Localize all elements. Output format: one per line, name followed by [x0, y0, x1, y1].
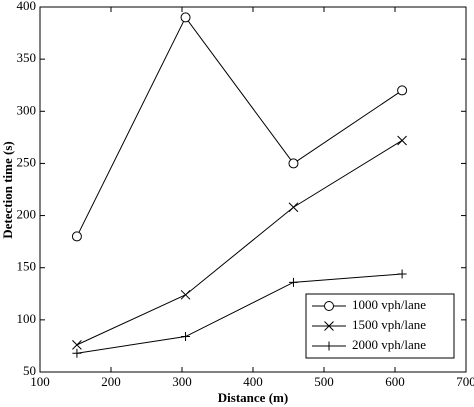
- marker: [288, 277, 298, 287]
- x-tick-label: 500: [314, 374, 334, 389]
- y-tick-label: 100: [17, 311, 37, 326]
- legend-label: 1500 vph/lane: [352, 317, 426, 332]
- x-axis-label: Distance (m): [218, 390, 288, 405]
- marker: [397, 135, 407, 146]
- marker: [72, 340, 82, 350]
- y-tick-label: 250: [17, 154, 37, 169]
- y-tick-label: 50: [23, 363, 36, 378]
- y-axis-label: Detection time (s): [0, 141, 15, 238]
- x-tick-label: 700: [456, 374, 474, 389]
- y-tick-label: 200: [17, 207, 37, 222]
- y-tick-label: 300: [17, 102, 37, 117]
- marker: [288, 202, 299, 213]
- marker: [71, 231, 82, 242]
- series-line: [76, 273, 403, 354]
- y-tick-label: 400: [17, 0, 37, 13]
- series-line: [76, 140, 403, 346]
- marker: [288, 158, 299, 169]
- marker: [397, 85, 408, 96]
- marker: [180, 289, 191, 300]
- legend-marker: [324, 301, 334, 311]
- x-tick-label: 200: [101, 374, 121, 389]
- legend-label: 2000 vph/lane: [352, 337, 426, 352]
- x-tick-label: 300: [172, 374, 192, 389]
- marker: [397, 269, 407, 279]
- series-line: [76, 16, 403, 237]
- y-tick-label: 350: [17, 50, 37, 65]
- legend-label: 1000 vph/lane: [352, 297, 426, 312]
- legend-marker: [324, 341, 334, 351]
- legend-marker: [324, 321, 334, 331]
- x-tick-label: 400: [243, 374, 263, 389]
- marker: [181, 332, 191, 342]
- marker: [72, 348, 82, 358]
- x-tick-label: 100: [30, 374, 50, 389]
- marker: [180, 12, 191, 23]
- y-tick-label: 150: [17, 259, 37, 274]
- x-tick-label: 600: [385, 374, 405, 389]
